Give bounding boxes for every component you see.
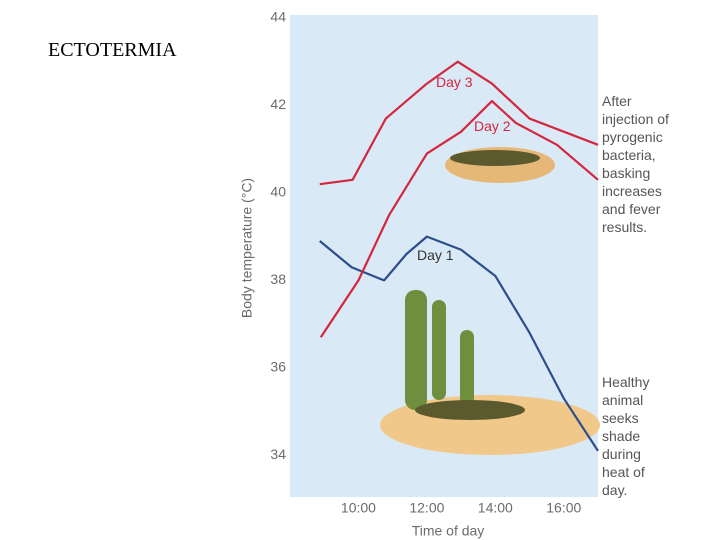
annotation-line: basking	[602, 165, 650, 181]
annotation-line: shade	[602, 428, 640, 444]
series-line	[319, 99, 599, 338]
y-tick-label: 40	[270, 184, 286, 200]
series-line	[319, 60, 599, 186]
annotation-line: pyrogenic	[602, 129, 663, 145]
slide-title: ECTOTERMIA	[48, 39, 177, 61]
series-label: Day 3	[436, 74, 473, 90]
y-tick-label: 42	[270, 96, 286, 112]
annotation-line: After	[602, 93, 632, 109]
x-tick-label: 14:00	[478, 500, 513, 516]
series-label: Day 1	[417, 247, 454, 263]
annotation-line: seeks	[602, 410, 639, 426]
y-tick-label: 36	[270, 359, 286, 375]
x-tick-label: 16:00	[546, 500, 581, 516]
annotation-line: heat of	[602, 464, 645, 480]
illustration	[380, 147, 600, 455]
annotation-line: increases	[602, 183, 662, 199]
x-axis-label: Time of day	[412, 523, 485, 539]
annotation-line: injection of	[602, 111, 669, 127]
y-tick-label: 38	[270, 271, 286, 287]
annotation-line: bacteria,	[602, 147, 656, 163]
annotation-line: results.	[602, 219, 647, 235]
x-tick-label: 12:00	[409, 500, 444, 516]
y-tick-label: 44	[270, 9, 286, 25]
series-line	[319, 235, 599, 452]
y-tick-label: 34	[270, 446, 286, 462]
annotation-line: Healthy	[602, 374, 649, 390]
annotation-line: during	[602, 446, 641, 462]
annotation-line: day.	[602, 482, 627, 498]
annotation-line: and fever	[602, 201, 661, 217]
y-axis-label: Body temperature (°C)	[239, 178, 255, 318]
annotation-line: animal	[602, 392, 643, 408]
series-label: Day 2	[474, 118, 511, 134]
x-tick-label: 10:00	[341, 500, 376, 516]
